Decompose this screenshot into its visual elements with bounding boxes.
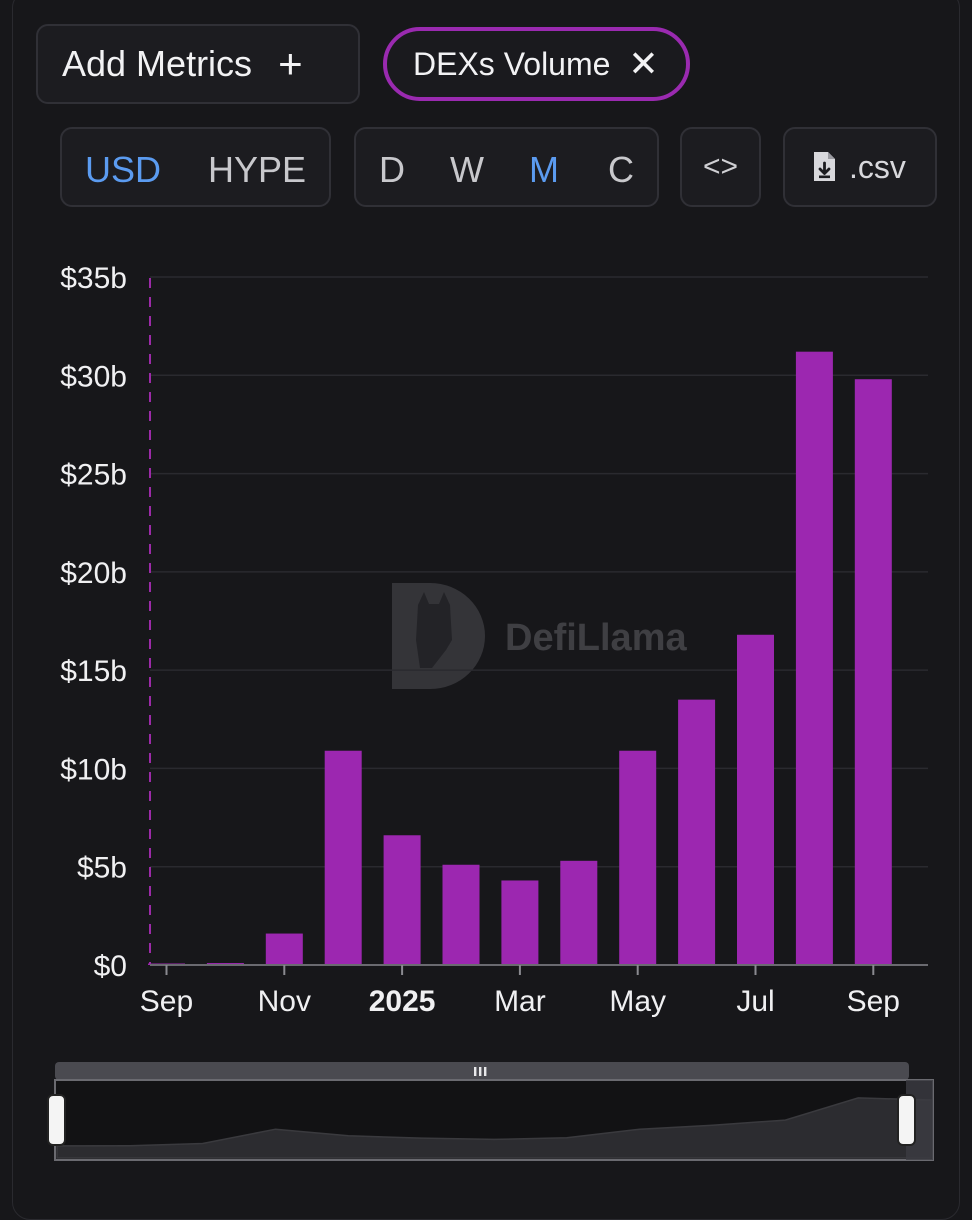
unit-usd[interactable]: USD bbox=[85, 149, 162, 190]
embed-code-button[interactable]: <> bbox=[680, 127, 761, 207]
plus-icon: + bbox=[278, 40, 303, 87]
add-metrics-button[interactable]: Add Metrics + bbox=[36, 24, 360, 104]
add-metrics-label: Add Metrics bbox=[62, 43, 253, 84]
period-w[interactable]: W bbox=[450, 149, 484, 190]
period-d[interactable]: D bbox=[379, 149, 405, 190]
file-download-icon bbox=[814, 152, 835, 181]
metric-chip-dexs-volume[interactable]: DEXs Volume ✕ bbox=[383, 27, 690, 101]
unit-toggle: USD HYPE bbox=[60, 127, 331, 207]
close-icon[interactable]: ✕ bbox=[628, 43, 659, 84]
period-m[interactable]: M bbox=[529, 149, 559, 190]
code-icon: <> bbox=[702, 150, 739, 183]
unit-hype[interactable]: HYPE bbox=[208, 149, 307, 190]
download-csv-button[interactable]: .csv bbox=[783, 127, 937, 207]
csv-label: .csv bbox=[849, 148, 906, 185]
metric-chip-label: DEXs Volume bbox=[413, 45, 611, 82]
period-c[interactable]: C bbox=[608, 149, 634, 190]
period-toggle: D W M C bbox=[354, 127, 659, 207]
